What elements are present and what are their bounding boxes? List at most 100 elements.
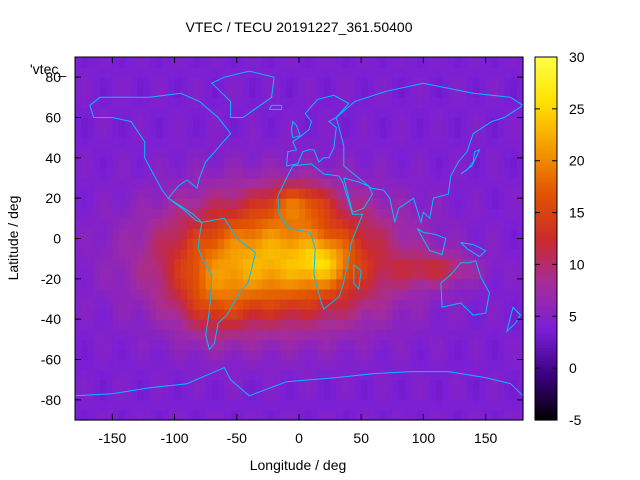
heatmap-cell (162, 268, 169, 280)
heatmap-cell (423, 359, 431, 371)
heatmap-cell (373, 379, 381, 391)
heatmap-cell (162, 157, 169, 169)
heatmap-cell (460, 248, 468, 260)
heatmap-cell (155, 379, 163, 391)
heatmap-cell (180, 278, 188, 290)
heatmap-cell (124, 268, 132, 280)
heatmap-cell (479, 147, 487, 159)
heatmap-cell (118, 87, 126, 98)
heatmap-cell (124, 178, 132, 189)
heatmap-cell (155, 157, 163, 169)
heatmap-cell (174, 198, 182, 209)
heatmap-cell (386, 339, 393, 351)
heatmap-cell (286, 399, 294, 411)
heatmap-cell (199, 319, 207, 330)
heatmap-cell (330, 349, 337, 361)
heatmap-cell (255, 288, 263, 300)
heatmap-cell (193, 208, 201, 219)
heatmap-cell (510, 178, 518, 189)
x-tick-label: -100 (161, 430, 189, 446)
heatmap-cell (187, 127, 194, 139)
heatmap-cell (193, 299, 201, 310)
heatmap-cell (280, 97, 288, 109)
heatmap-cell (168, 147, 176, 159)
heatmap-cell (491, 399, 499, 411)
heatmap-cell (460, 278, 468, 290)
heatmap-cell (211, 97, 219, 109)
heatmap-cell (435, 198, 443, 209)
heatmap-cell (454, 77, 462, 88)
heatmap-cell (205, 268, 213, 280)
colorbar-swatch (535, 292, 557, 297)
heatmap-cell (348, 188, 356, 199)
heatmap-cell (392, 248, 400, 260)
heatmap-cell (243, 258, 250, 270)
heatmap-cell (404, 258, 412, 270)
heatmap-cell (199, 359, 207, 371)
heatmap-cell (355, 147, 362, 159)
heatmap-cell (280, 77, 288, 88)
heatmap-cell (460, 167, 468, 179)
heatmap-cell (155, 107, 163, 119)
heatmap-cell (479, 309, 487, 320)
heatmap-cell (479, 258, 487, 270)
heatmap-cell (305, 117, 313, 129)
heatmap-cell (435, 97, 443, 109)
heatmap-cell (342, 137, 350, 149)
heatmap-cell (361, 278, 369, 290)
heatmap-cell (491, 218, 499, 230)
heatmap-cell (435, 329, 443, 340)
heatmap-cell (516, 339, 524, 351)
heatmap-cell (460, 409, 468, 421)
heatmap-cell (516, 389, 524, 401)
colorbar-swatch (535, 209, 557, 214)
colorbar-swatch (535, 274, 557, 278)
x-tick-label: 50 (353, 430, 369, 446)
heatmap-cell (174, 178, 182, 189)
heatmap-cell (255, 319, 263, 330)
heatmap-cell (323, 288, 331, 300)
heatmap-cell (149, 57, 157, 68)
heatmap-cell (162, 278, 169, 290)
heatmap-cell (367, 409, 375, 421)
heatmap-cell (336, 178, 344, 189)
heatmap-cell (149, 268, 157, 280)
heatmap-cell (131, 299, 138, 310)
heatmap-cell (361, 137, 369, 149)
heatmap-cell (417, 67, 425, 78)
heatmap-cell (435, 157, 443, 169)
heatmap-cell (249, 288, 257, 300)
heatmap-cell (510, 409, 518, 421)
heatmap-cell (367, 218, 375, 230)
heatmap-cell (460, 349, 468, 361)
heatmap-cell (373, 97, 381, 109)
heatmap-cell (379, 409, 387, 421)
heatmap-cell (124, 208, 132, 219)
heatmap-cell (255, 178, 263, 189)
heatmap-cell (404, 238, 412, 250)
heatmap-cell (323, 339, 331, 351)
heatmap-cell (516, 268, 524, 280)
heatmap-cell (411, 299, 418, 310)
heatmap-cell (423, 238, 431, 250)
heatmap-cell (411, 278, 418, 290)
heatmap-cell (467, 379, 474, 391)
heatmap-cell (448, 157, 456, 169)
heatmap-cell (373, 309, 381, 320)
heatmap-cell (442, 399, 449, 411)
heatmap-cell (162, 127, 169, 139)
heatmap-cell (442, 288, 449, 300)
heatmap-cell (317, 198, 325, 209)
heatmap-cell (498, 389, 505, 401)
heatmap-cell (367, 188, 375, 199)
heatmap-cell (261, 87, 269, 98)
heatmap-cell (174, 288, 182, 300)
heatmap-cell (243, 117, 250, 129)
heatmap-cell (454, 87, 462, 98)
colorbar-swatch (535, 150, 557, 154)
heatmap-cell (311, 107, 319, 119)
heatmap-cell (87, 299, 95, 310)
chart-title: VTEC / TECU 20191227_361.50400 (185, 19, 412, 35)
heatmap-cell (510, 248, 518, 260)
heatmap-cell (305, 97, 313, 109)
